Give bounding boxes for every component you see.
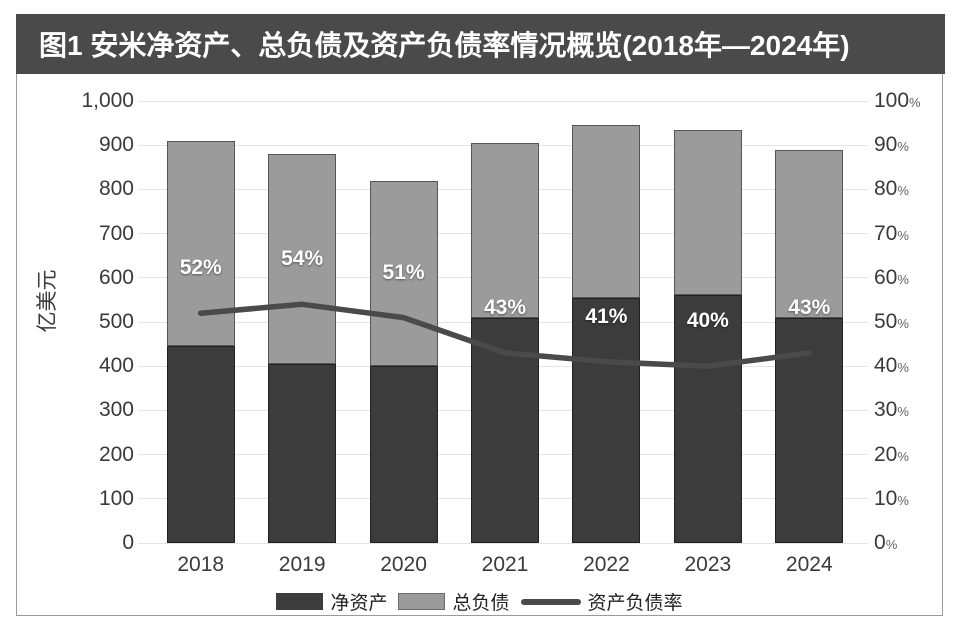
bar-net-segment bbox=[369, 366, 438, 543]
percent-sign: % bbox=[885, 537, 898, 552]
right-axis-tick-label: 80% bbox=[874, 177, 940, 201]
x-axis-label: 2021 bbox=[481, 553, 529, 576]
left-axis-tick-label: 800 bbox=[98, 177, 134, 201]
x-axis-label: 2023 bbox=[684, 553, 732, 576]
left-axis-tick-label: 100 bbox=[98, 486, 134, 510]
left-axis-tick-label: 200 bbox=[98, 442, 134, 466]
chart-body: 亿美元 净资产 总负债 资产负债率 1,000 100% 900 90% 800 80% 700… bbox=[17, 74, 942, 615]
ratio-point-label: 54% bbox=[281, 247, 324, 271]
left-axis-tick-label: 600 bbox=[98, 265, 134, 289]
x-axis-label: 2018 bbox=[177, 553, 225, 576]
percent-sign: % bbox=[897, 316, 909, 331]
right-tick-number: 20 bbox=[874, 442, 898, 466]
right-tick-number: 60 bbox=[874, 265, 898, 289]
percent-sign: % bbox=[897, 227, 909, 243]
right-axis-tick-label: 90% bbox=[874, 133, 940, 157]
figure-container: 图1 安米净资产、总负债及资产负债率情况概览(2018年—2024年) 亿美元 … bbox=[16, 14, 945, 616]
right-axis-tick-label: 100% bbox=[874, 89, 940, 113]
bar-liabilities-segment bbox=[369, 180, 438, 367]
left-axis-tick-label: 500 bbox=[98, 310, 134, 333]
percent-sign: % bbox=[897, 271, 909, 287]
left-axis-tick-label: 1,000 bbox=[81, 89, 134, 112]
percent-sign: % bbox=[897, 183, 909, 199]
ratio-point-label: 43% bbox=[788, 295, 831, 319]
legend-item-net: 净资产 bbox=[276, 588, 387, 615]
bar-liabilities-segment bbox=[268, 154, 337, 364]
ratio-point-label: 41% bbox=[585, 304, 628, 328]
x-axis-label: 2020 bbox=[380, 553, 427, 576]
legend-label: 净资产 bbox=[330, 593, 388, 614]
legend-item-liabilities: 总负债 bbox=[398, 588, 510, 615]
legend-label: 总负债 bbox=[452, 593, 510, 614]
x-axis-label: 2022 bbox=[583, 553, 630, 576]
legend: 净资产 总负债 资产负债率 bbox=[17, 588, 942, 615]
right-axis-tick-label: 40% bbox=[874, 354, 940, 378]
left-axis-tick-label: 400 bbox=[98, 354, 134, 378]
legend-swatch-liabilities bbox=[398, 593, 446, 610]
bar-net-segment bbox=[572, 297, 641, 543]
gridline bbox=[138, 100, 868, 102]
right-tick-number: 0 bbox=[874, 531, 886, 554]
left-axis-tick-label: 900 bbox=[98, 133, 134, 157]
left-axis-tick-label: 700 bbox=[98, 221, 134, 245]
x-axis-label: 2024 bbox=[785, 553, 833, 576]
right-tick-number: 90 bbox=[874, 133, 898, 157]
bar-liabilities-segment bbox=[471, 142, 539, 318]
right-tick-number: 50 bbox=[874, 310, 898, 333]
bar-net-segment bbox=[673, 295, 742, 543]
gridline bbox=[138, 542, 868, 544]
bar-liabilities-segment bbox=[775, 149, 844, 318]
x-axis-label: 2019 bbox=[278, 553, 326, 576]
figure-title: 图1 安米净资产、总负债及资产负债率情况概览(2018年—2024年) bbox=[39, 30, 850, 61]
right-tick-number: 40 bbox=[874, 354, 898, 378]
right-axis-tick-label: 60% bbox=[874, 266, 940, 290]
right-tick-number: 10 bbox=[874, 486, 898, 510]
ratio-point-label: 43% bbox=[483, 295, 527, 319]
right-axis-tick-label: 50% bbox=[874, 310, 940, 334]
percent-sign: % bbox=[897, 448, 909, 464]
ratio-point-label: 52% bbox=[179, 256, 222, 280]
left-axis-tick-label: 300 bbox=[98, 398, 134, 422]
ratio-point-label: 51% bbox=[382, 260, 425, 284]
legend-label: 资产负债率 bbox=[587, 593, 683, 614]
legend-item-ratio: 资产负债率 bbox=[520, 588, 683, 615]
right-tick-number: 30 bbox=[874, 398, 898, 422]
legend-swatch-net bbox=[276, 593, 324, 610]
right-axis-tick-label: 20% bbox=[874, 443, 940, 467]
bar-net-segment bbox=[166, 346, 235, 543]
percent-sign: % bbox=[897, 360, 909, 376]
percent-sign: % bbox=[897, 139, 909, 155]
ratio-line bbox=[197, 301, 813, 369]
right-tick-number: 100 bbox=[874, 89, 910, 112]
ratio-line-chart bbox=[197, 301, 813, 369]
legend-swatch-ratio-line bbox=[520, 598, 581, 605]
right-tick-number: 70 bbox=[874, 221, 898, 245]
bar-net-segment bbox=[268, 363, 337, 543]
left-axis-tick-label: 0 bbox=[122, 531, 134, 554]
right-axis-tick-label: 0% bbox=[874, 531, 940, 555]
bar-liabilities-segment bbox=[673, 129, 742, 296]
bar-liabilities-segment bbox=[572, 125, 641, 298]
percent-sign: % bbox=[909, 95, 921, 110]
right-axis-tick-label: 30% bbox=[874, 398, 940, 422]
percent-sign: % bbox=[897, 492, 909, 508]
figure-title-bar: 图1 安米净资产、总负债及资产负债率情况概览(2018年—2024年) bbox=[16, 14, 945, 74]
right-axis-tick-label: 70% bbox=[874, 222, 940, 246]
right-axis-tick-label: 10% bbox=[874, 487, 940, 511]
percent-sign: % bbox=[897, 404, 909, 420]
right-tick-number: 80 bbox=[874, 177, 898, 201]
ratio-point-label: 40% bbox=[686, 309, 729, 333]
